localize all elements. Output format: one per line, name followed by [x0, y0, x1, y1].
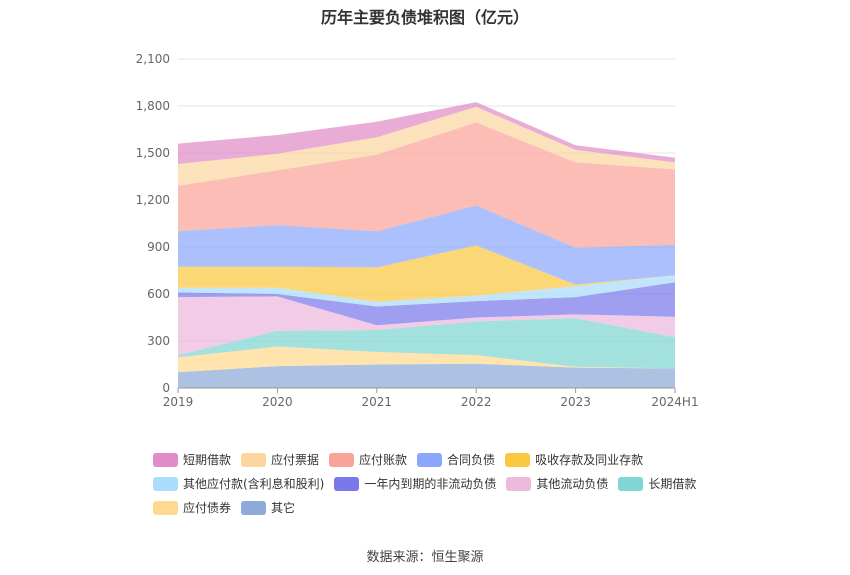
legend-item[interactable]: 应付债券 [153, 496, 231, 520]
legend-label: 合同负债 [447, 453, 496, 467]
legend-row: 短期借款 应付票据 应付账款 合同负债 吸收存款及同业存款 [153, 448, 713, 472]
legend-swatch [334, 476, 360, 491]
y-tick-label: 1,500 [136, 146, 170, 160]
area-series [178, 102, 675, 388]
x-tick-label: 2024H1 [651, 395, 698, 409]
legend-item[interactable]: 其他应付款(含利息和股利) [153, 472, 324, 496]
legend: 短期借款 应付票据 应付账款 合同负债 吸收存款及同业存款其他应付款(含利息和股利) 一年… [153, 448, 713, 520]
legend-row: 其他应付款(含利息和股利) 一年内到期的非流动负债 其他流动负债 长期借款 [153, 472, 713, 496]
area-其他应付款(含利息和股利) [178, 275, 675, 307]
legend-label: 长期借款 [648, 477, 697, 491]
legend-swatch [618, 476, 644, 491]
legend-label: 其它 [271, 501, 296, 515]
y-tick-label: 1,200 [136, 193, 170, 207]
area-长期借款 [178, 318, 675, 369]
legend-label: 吸收存款及同业存款 [535, 453, 644, 467]
y-tick-label: 1,800 [136, 99, 170, 113]
area-短期借款 [178, 102, 675, 164]
x-tick-label: 2019 [163, 395, 194, 409]
x-tick-label: 2021 [362, 395, 393, 409]
area-其它 [178, 363, 675, 388]
legend-swatch [506, 476, 532, 491]
legend-label: 应付票据 [271, 453, 320, 467]
legend-item[interactable]: 长期借款 [618, 472, 696, 496]
legend-label: 应付账款 [359, 453, 408, 467]
legend-swatch [417, 452, 443, 467]
area-应付债券 [178, 346, 675, 373]
legend-item[interactable]: 合同负债 [417, 448, 495, 472]
legend-item[interactable]: 一年内到期的非流动负债 [334, 472, 496, 496]
legend-swatch [153, 500, 178, 515]
axes: 0 300 600 900 1,200 1,500 1,800 2,100 2019 2020 20… [136, 52, 699, 409]
area-应付账款 [178, 122, 675, 248]
y-tick-label: 300 [147, 334, 170, 348]
legend-label: 短期借款 [183, 453, 232, 467]
area-其他流动负债 [178, 296, 675, 356]
stacked-area-chart: 0 300 600 900 1,200 1,500 1,800 2,100 2019 2020 20… [136, 52, 699, 409]
legend-label: 应付债券 [183, 501, 232, 515]
legend-item[interactable]: 短期借款 [153, 448, 231, 472]
legend-swatch [241, 452, 267, 467]
chart-title: 历年主要负债堆积图（亿元） [320, 8, 529, 27]
legend-label: 其他流动负债 [536, 477, 609, 491]
data-source-note: 数据来源：恒生聚源 [366, 550, 484, 565]
legend-item[interactable]: 其他流动负债 [506, 472, 608, 496]
legend-swatch [505, 452, 531, 467]
y-tick-label: 600 [147, 287, 170, 301]
area-合同负债 [178, 205, 675, 285]
area-应付票据 [178, 106, 675, 186]
legend-swatch [153, 452, 178, 467]
legend-swatch [241, 500, 267, 515]
y-tick-label: 900 [147, 240, 170, 254]
legend-label: 一年内到期的非流动负债 [364, 477, 497, 491]
y-tick-label: 2,100 [136, 52, 170, 66]
legend-item[interactable]: 应付账款 [329, 448, 407, 472]
legend-swatch [329, 452, 355, 467]
legend-row: 应付债券 其它 [153, 496, 713, 520]
legend-item[interactable]: 应付票据 [241, 448, 319, 472]
legend-item[interactable]: 其它 [241, 496, 295, 520]
area-一年内到期的非流动负债 [178, 282, 675, 326]
y-tick-label: 0 [162, 381, 170, 395]
x-tick-label: 2022 [461, 395, 492, 409]
legend-item[interactable]: 吸收存款及同业存款 [505, 448, 643, 472]
x-tick-label: 2020 [262, 395, 293, 409]
legend-label: 其他应付款(含利息和股利) [183, 477, 325, 491]
legend-swatch [153, 476, 178, 491]
x-tick-label: 2023 [560, 395, 591, 409]
area-吸收存款及同业存款 [178, 245, 675, 302]
